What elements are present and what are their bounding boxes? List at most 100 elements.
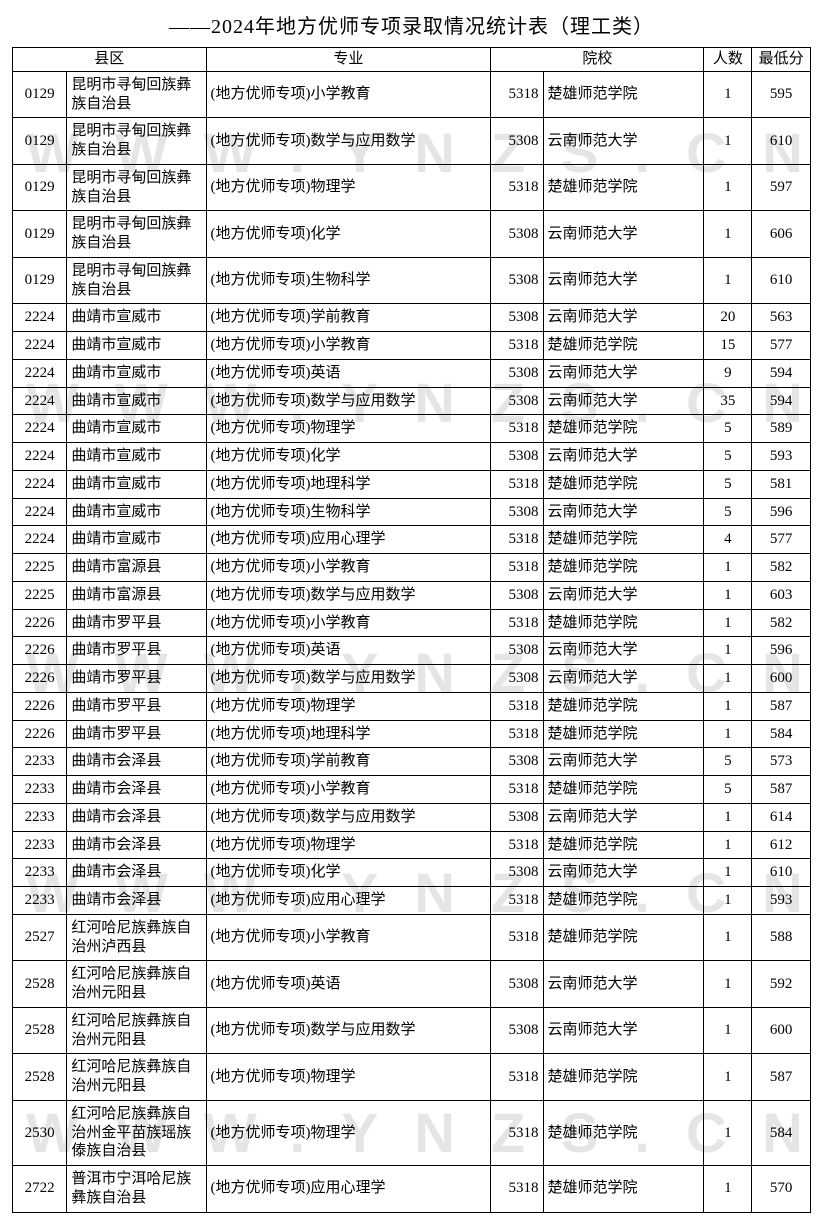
cell-county: 红河哈尼族彝族自治州元阳县 [67, 1054, 206, 1101]
cell-scode: 5318 [491, 914, 543, 961]
cell-major: (地方优师专项)小学教育 [206, 776, 491, 804]
cell-county: 曲靖市罗平县 [67, 637, 206, 665]
cell-code: 2224 [13, 359, 67, 387]
col-school: 院校 [491, 48, 704, 72]
cell-major: (地方优师专项)小学教育 [206, 71, 491, 118]
cell-school: 云南师范大学 [543, 211, 704, 258]
cell-score: 577 [752, 332, 811, 360]
cell-major: (地方优师专项)化学 [206, 211, 491, 258]
cell-count: 5 [704, 748, 752, 776]
cell-score: 610 [752, 257, 811, 304]
cell-score: 594 [752, 359, 811, 387]
cell-score: 563 [752, 304, 811, 332]
cell-county: 曲靖市会泽县 [67, 803, 206, 831]
cell-code: 2233 [13, 831, 67, 859]
table-row: 2226曲靖市罗平县(地方优师专项)小学教育5318楚雄师范学院1582 [13, 609, 811, 637]
cell-major: (地方优师专项)生物科学 [206, 498, 491, 526]
table-row: 2226曲靖市罗平县(地方优师专项)物理学5318楚雄师范学院1587 [13, 692, 811, 720]
cell-count: 1 [704, 1100, 752, 1165]
cell-scode: 5318 [491, 720, 543, 748]
cell-scode: 5318 [491, 609, 543, 637]
cell-count: 1 [704, 118, 752, 165]
cell-school: 楚雄师范学院 [543, 692, 704, 720]
cell-count: 1 [704, 1166, 752, 1213]
cell-scode: 5308 [491, 665, 543, 693]
cell-county: 曲靖市会泽县 [67, 748, 206, 776]
cell-school: 云南师范大学 [543, 498, 704, 526]
cell-school: 云南师范大学 [543, 859, 704, 887]
table-row: 2224曲靖市宣威市(地方优师专项)应用心理学5318楚雄师范学院4577 [13, 526, 811, 554]
cell-major: (地方优师专项)数学与应用数学 [206, 387, 491, 415]
cell-county: 曲靖市宣威市 [67, 332, 206, 360]
cell-count: 1 [704, 609, 752, 637]
cell-major: (地方优师专项)地理科学 [206, 720, 491, 748]
cell-scode: 5308 [491, 748, 543, 776]
cell-scode: 5318 [491, 831, 543, 859]
table-row: 2233曲靖市会泽县(地方优师专项)学前教育5308云南师范大学5573 [13, 748, 811, 776]
cell-major: (地方优师专项)物理学 [206, 164, 491, 211]
cell-major: (地方优师专项)地理科学 [206, 470, 491, 498]
table-row: 0129昆明市寻甸回族彝族自治县(地方优师专项)数学与应用数学5308云南师范大… [13, 118, 811, 165]
cell-scode: 5318 [491, 1166, 543, 1213]
cell-scode: 5308 [491, 637, 543, 665]
cell-code: 2224 [13, 443, 67, 471]
cell-major: (地方优师专项)物理学 [206, 692, 491, 720]
cell-score: 570 [752, 1166, 811, 1213]
cell-count: 9 [704, 359, 752, 387]
cell-county: 曲靖市富源县 [67, 581, 206, 609]
cell-major: (地方优师专项)物理学 [206, 831, 491, 859]
cell-scode: 5308 [491, 443, 543, 471]
cell-code: 2233 [13, 859, 67, 887]
cell-school: 云南师范大学 [543, 443, 704, 471]
table-row: 0129昆明市寻甸回族彝族自治县(地方优师专项)物理学5318楚雄师范学院159… [13, 164, 811, 211]
table-row: 2233曲靖市会泽县(地方优师专项)数学与应用数学5308云南师范大学1614 [13, 803, 811, 831]
cell-school: 楚雄师范学院 [543, 1166, 704, 1213]
cell-score: 596 [752, 498, 811, 526]
cell-major: (地方优师专项)生物科学 [206, 257, 491, 304]
cell-major: (地方优师专项)英语 [206, 359, 491, 387]
table-row: 2527红河哈尼族彝族自治州泸西县(地方优师专项)小学教育5318楚雄师范学院1… [13, 914, 811, 961]
cell-code: 2225 [13, 581, 67, 609]
cell-major: (地方优师专项)数学与应用数学 [206, 118, 491, 165]
cell-count: 1 [704, 961, 752, 1008]
cell-school: 楚雄师范学院 [543, 831, 704, 859]
cell-code: 2233 [13, 776, 67, 804]
cell-score: 593 [752, 443, 811, 471]
cell-major: (地方优师专项)数学与应用数学 [206, 803, 491, 831]
cell-scode: 5318 [491, 776, 543, 804]
table-row: 2233曲靖市会泽县(地方优师专项)应用心理学5318楚雄师范学院1593 [13, 887, 811, 915]
cell-code: 2528 [13, 1007, 67, 1054]
cell-county: 曲靖市罗平县 [67, 665, 206, 693]
cell-major: (地方优师专项)应用心理学 [206, 1166, 491, 1213]
cell-scode: 5308 [491, 211, 543, 258]
table-row: 2530红河哈尼族彝族自治州金平苗族瑶族傣族自治县(地方优师专项)物理学5318… [13, 1100, 811, 1165]
col-count: 人数 [704, 48, 752, 72]
cell-major: (地方优师专项)小学教育 [206, 554, 491, 582]
cell-scode: 5318 [491, 887, 543, 915]
cell-count: 1 [704, 637, 752, 665]
cell-code: 2224 [13, 526, 67, 554]
cell-score: 610 [752, 859, 811, 887]
cell-county: 曲靖市会泽县 [67, 776, 206, 804]
cell-school: 楚雄师范学院 [543, 470, 704, 498]
cell-scode: 5318 [491, 1054, 543, 1101]
table-row: 2226曲靖市罗平县(地方优师专项)数学与应用数学5308云南师范大学1600 [13, 665, 811, 693]
table-row: 2528红河哈尼族彝族自治州元阳县(地方优师专项)英语5308云南师范大学159… [13, 961, 811, 1008]
cell-scode: 5308 [491, 961, 543, 1008]
cell-scode: 5318 [491, 1100, 543, 1165]
table-row: 2224曲靖市宣威市(地方优师专项)化学5308云南师范大学5593 [13, 443, 811, 471]
cell-code: 2528 [13, 961, 67, 1008]
cell-code: 0129 [13, 257, 67, 304]
cell-count: 1 [704, 803, 752, 831]
cell-major: (地方优师专项)物理学 [206, 1100, 491, 1165]
table-row: 0129昆明市寻甸回族彝族自治县(地方优师专项)化学5308云南师范大学1606 [13, 211, 811, 258]
cell-scode: 5308 [491, 387, 543, 415]
cell-major: (地方优师专项)英语 [206, 637, 491, 665]
cell-scode: 5318 [491, 554, 543, 582]
cell-count: 5 [704, 470, 752, 498]
cell-county: 曲靖市会泽县 [67, 831, 206, 859]
cell-major: (地方优师专项)应用心理学 [206, 887, 491, 915]
cell-major: (地方优师专项)化学 [206, 859, 491, 887]
cell-score: 603 [752, 581, 811, 609]
cell-scode: 5318 [491, 470, 543, 498]
